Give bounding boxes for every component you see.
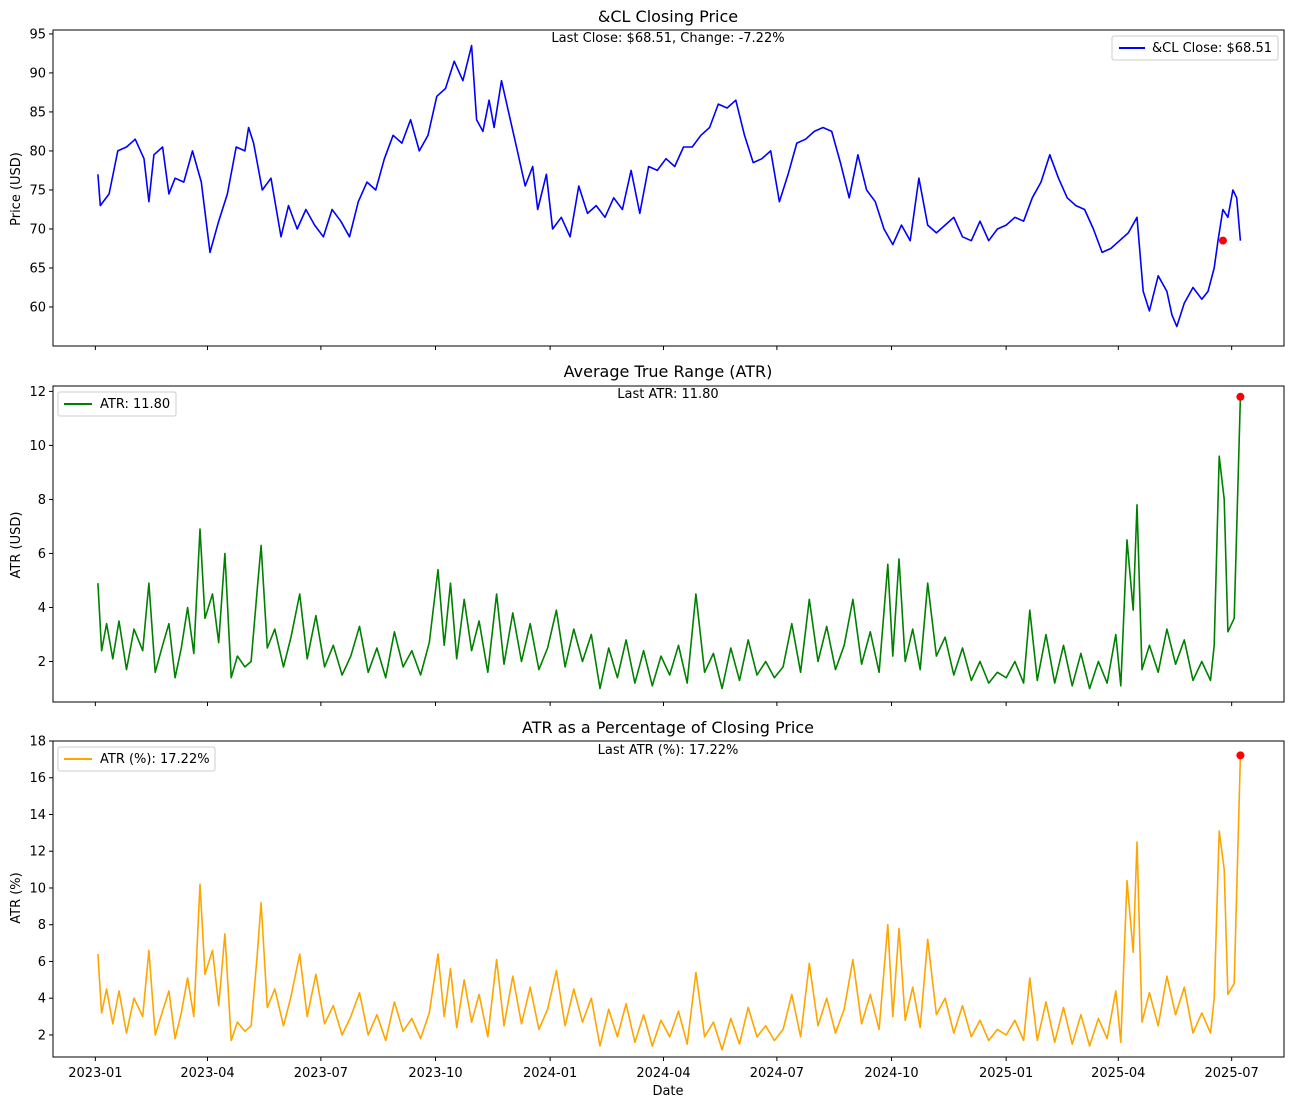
atr-percent-y-tick-label: 10	[29, 881, 46, 896]
atr-chart-title: Average True Range (ATR)	[564, 362, 773, 381]
atr-legend: ATR: 11.80	[57, 391, 177, 417]
x-tick-label: 2025-04	[1091, 1066, 1145, 1081]
atr-y-tick-label: 6	[38, 547, 46, 562]
atr-y-tick-label: 2	[38, 655, 46, 670]
x-tick-label: 2025-01	[979, 1066, 1033, 1081]
price-legend-label: &CL Close: $68.51	[1152, 41, 1272, 56]
atr-percent-chart-title: ATR as a Percentage of Closing Price	[522, 718, 814, 737]
atr-percent-y-tick-label: 18	[29, 735, 46, 750]
atr-percent-series-line	[97, 755, 1242, 1051]
atr-percent-y-tick-label: 12	[29, 845, 46, 860]
atr-y-tick-label: 12	[29, 385, 46, 400]
atr-percent-last-point-marker	[1236, 751, 1245, 760]
atr-panel: Average True Range (ATR) Last ATR: 11.80…	[9, 362, 1285, 706]
price-y-tick-label: 70	[29, 222, 46, 237]
price-last-point-marker	[1218, 236, 1227, 245]
atr-percent-legend-box	[57, 746, 216, 772]
atr-percent-y-tick-label: 8	[38, 918, 46, 933]
atr-legend-label: ATR: 11.80	[100, 397, 170, 412]
atr-percent-panel: ATR as a Percentage of Closing Price Las…	[9, 718, 1285, 1099]
price-y-axis-label: Price (USD)	[9, 152, 24, 226]
atr-y-tick-label: 4	[38, 601, 46, 616]
atr-percent-y-tick-label: 16	[29, 771, 46, 786]
atr-percent-y-axis-label: ATR (%)	[9, 872, 24, 924]
atr-last-annotation: Last ATR: 11.80	[617, 387, 718, 402]
price-series-line	[97, 44, 1242, 328]
x-tick-label: 2023-10	[408, 1066, 462, 1081]
price-y-tick-label: 90	[29, 66, 46, 81]
atr-y-axis-label: ATR (USD)	[9, 512, 24, 579]
atr-percent-axes-frame	[52, 740, 1285, 1058]
price-y-tick-label: 80	[29, 144, 46, 159]
x-tick-label: 2024-04	[636, 1066, 690, 1081]
date-x-axis-label: Date	[652, 1084, 683, 1099]
x-tick-label: 2023-07	[294, 1066, 348, 1081]
atr-last-point-marker	[1236, 392, 1245, 401]
x-tick-label: 2024-10	[864, 1066, 918, 1081]
atr-y-tick-label: 8	[38, 493, 46, 508]
price-legend-box	[1111, 35, 1279, 61]
atr-percent-legend: ATR (%): 17.22%	[57, 746, 216, 772]
price-last-close-annotation: Last Close: $68.51, Change: -7.22%	[551, 31, 784, 46]
price-panel: &CL Closing Price Last Close: $68.51, Ch…	[9, 7, 1285, 350]
atr-series-line	[97, 396, 1242, 690]
price-y-tick-label: 95	[29, 27, 46, 42]
price-y-tick-label: 65	[29, 261, 46, 276]
x-tick-label: 2024-07	[750, 1066, 804, 1081]
x-tick-label: 2024-01	[523, 1066, 577, 1081]
price-y-tick-label: 75	[29, 183, 46, 198]
price-y-tick-label: 60	[29, 300, 46, 315]
atr-percent-y-tick-label: 14	[29, 808, 46, 823]
atr-axes-frame	[52, 385, 1285, 703]
x-tick-label: 2023-01	[68, 1066, 122, 1081]
atr-percent-y-tick-label: 2	[38, 1028, 46, 1043]
price-axes-frame	[52, 29, 1285, 347]
atr-percent-legend-label: ATR (%): 17.22%	[100, 752, 210, 767]
price-chart-title: &CL Closing Price	[598, 7, 738, 26]
price-y-tick-label: 85	[29, 105, 46, 120]
price-legend: &CL Close: $68.51	[1111, 35, 1279, 61]
atr-percent-y-tick-label: 6	[38, 955, 46, 970]
atr-legend-box	[57, 391, 177, 417]
atr-y-tick-label: 10	[29, 439, 46, 454]
atr-percent-y-tick-label: 4	[38, 992, 46, 1007]
x-tick-label: 2023-04	[180, 1066, 234, 1081]
x-tick-label: 2025-07	[1205, 1066, 1259, 1081]
atr-percent-last-annotation: Last ATR (%): 17.22%	[598, 743, 739, 758]
